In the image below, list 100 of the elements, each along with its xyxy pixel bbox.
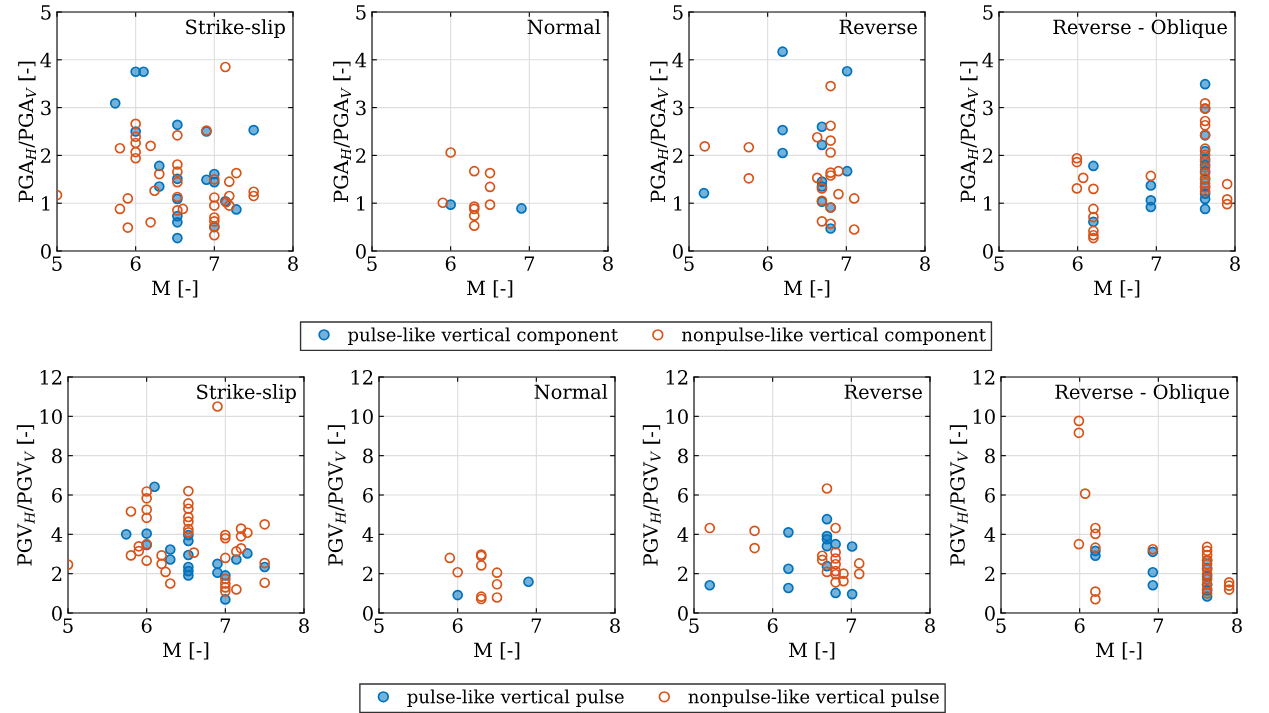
y-tick-label: 2 <box>985 566 995 582</box>
chart-title: Reverse <box>839 19 917 35</box>
y-tick-label: 0 <box>983 243 993 259</box>
y-axis-title: PGA$_{H}$/PGA$_{V}$ [-] <box>650 61 668 202</box>
y-tick-label: 12 <box>973 369 995 385</box>
y-tick-label: 3 <box>356 100 366 116</box>
y-tick-label: 0 <box>52 605 62 621</box>
x-axis-title: M [-] <box>784 280 830 298</box>
y-tick-label: 2 <box>41 148 51 163</box>
x-tick-label: 6 <box>452 618 463 633</box>
y-tick-label: 4 <box>51 527 63 542</box>
x-tick-label: 6 <box>445 256 456 271</box>
y-tick-label: 4 <box>677 527 689 542</box>
y-tick-label: 0 <box>678 605 688 621</box>
x-tick-label: 6 <box>130 256 141 271</box>
y-axis-title: PGA$_{H}$/PGA$_{V}$ [-] <box>18 61 36 202</box>
y-tick-label: 6 <box>363 487 373 503</box>
legend-label: pulse-like vertical component <box>348 327 618 345</box>
y-tick-label: 12 <box>351 369 373 385</box>
x-axis-title: M [-] <box>789 642 835 660</box>
x-tick-label: 7 <box>1153 618 1164 633</box>
y-tick-label: 2 <box>673 148 683 163</box>
x-axis-title: M [-] <box>1096 642 1142 660</box>
y-tick-label: 1 <box>674 196 682 211</box>
chart-title: Reverse <box>844 384 922 400</box>
y-tick-label: 1 <box>357 196 365 211</box>
y-tick-label: 3 <box>673 100 683 116</box>
x-axis-title: M [-] <box>1094 280 1140 298</box>
x-tick-label: 5 <box>374 618 384 633</box>
x-tick-label: 5 <box>63 618 73 633</box>
chart-title: Normal <box>527 19 601 35</box>
x-tick-label: 6 <box>1074 618 1085 633</box>
y-tick-label: 2 <box>363 566 373 582</box>
chart-title: Normal <box>534 384 608 400</box>
y-tick-label: 10 <box>40 409 62 424</box>
x-tick-label: 8 <box>1232 618 1242 633</box>
chart-title: Reverse - Oblique <box>1055 384 1229 403</box>
y-axis-title: PGA$_{H}$/PGA$_{V}$ [-] <box>960 61 978 202</box>
y-tick-label: 8 <box>985 448 995 464</box>
y-tick-label: 4 <box>362 527 374 542</box>
x-tick-label: 7 <box>1151 256 1162 271</box>
x-tick-label: 5 <box>996 618 1006 633</box>
y-tick-label: 1 <box>42 196 50 211</box>
x-tick-label: 8 <box>920 256 930 271</box>
y-tick-label: 5 <box>673 5 683 20</box>
y-tick-label: 2 <box>52 566 62 582</box>
y-tick-label: 5 <box>356 5 366 20</box>
x-axis-title: M [-] <box>467 280 513 298</box>
y-tick-label: 2 <box>983 148 993 163</box>
y-tick-label: 8 <box>52 448 62 464</box>
chart-title: Reverse - Oblique <box>1053 19 1227 38</box>
x-tick-label: 6 <box>141 618 152 633</box>
x-tick-label: 7 <box>846 618 857 633</box>
y-axis-title: PGV$_{H}$/PGV$_{V}$ [-] <box>327 425 346 566</box>
x-tick-label: 6 <box>1072 256 1083 271</box>
y-tick-label: 4 <box>355 52 367 68</box>
x-tick-label: 6 <box>767 618 778 633</box>
y-tick-label: 0 <box>985 605 995 621</box>
y-tick-label: 3 <box>983 100 993 116</box>
x-tick-label: 7 <box>531 618 542 633</box>
legend-label: nonpulse-like vertical pulse <box>688 689 939 707</box>
y-tick-label: 12 <box>40 369 62 385</box>
y-tick-label: 8 <box>363 448 373 464</box>
y-tick-label: 4 <box>40 52 52 68</box>
y-tick-label: 0 <box>363 605 373 621</box>
x-tick-label: 8 <box>1230 256 1240 271</box>
y-tick-label: 5 <box>41 5 51 20</box>
y-tick-label: 5 <box>983 5 993 20</box>
y-axis-title: PGV$_{H}$/PGV$_{V}$ [-] <box>642 425 661 566</box>
y-tick-label: 10 <box>973 409 995 424</box>
y-tick-label: 10 <box>351 409 373 424</box>
x-axis-title: M [-] <box>152 280 198 298</box>
y-tick-label: 6 <box>52 487 62 503</box>
y-tick-label: 2 <box>678 566 688 582</box>
x-tick-label: 7 <box>209 256 220 271</box>
y-tick-label: 0 <box>673 243 683 259</box>
y-tick-label: 2 <box>356 148 366 163</box>
y-axis-title: PGV$_{H}$/PGV$_{V}$ [-] <box>949 425 968 566</box>
y-tick-label: 6 <box>985 487 995 503</box>
chart-title: Strike-slip <box>186 19 285 38</box>
y-tick-label: 12 <box>666 369 688 385</box>
y-tick-label: 4 <box>984 527 996 542</box>
y-axis-title: PGA$_{H}$/PGA$_{V}$ [-] <box>333 61 351 202</box>
y-tick-label: 0 <box>356 243 366 259</box>
x-tick-label: 6 <box>762 256 773 271</box>
x-tick-label: 7 <box>841 256 852 271</box>
x-tick-label: 8 <box>603 256 613 271</box>
y-tick-label: 1 <box>984 196 992 211</box>
x-tick-label: 8 <box>288 256 298 271</box>
y-tick-label: 4 <box>982 52 994 68</box>
y-tick-label: 0 <box>41 243 51 259</box>
x-tick-label: 8 <box>299 618 309 633</box>
legend-label: pulse-like vertical pulse <box>407 689 624 707</box>
x-tick-label: 7 <box>220 618 231 633</box>
y-tick-label: 4 <box>672 52 684 68</box>
legend-label: nonpulse-like vertical component <box>681 327 986 345</box>
x-tick-label: 8 <box>925 618 935 633</box>
y-tick-label: 8 <box>678 448 688 464</box>
y-axis-title: PGV$_{H}$/PGV$_{V}$ [-] <box>16 425 35 566</box>
x-axis-title: M [-] <box>474 642 520 660</box>
